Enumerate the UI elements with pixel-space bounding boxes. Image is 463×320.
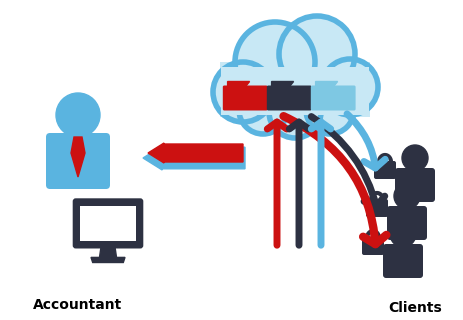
Circle shape	[401, 145, 427, 171]
FancyBboxPatch shape	[373, 161, 395, 179]
Circle shape	[278, 16, 354, 92]
Circle shape	[321, 59, 377, 115]
Polygon shape	[143, 146, 244, 170]
Text: Clients: Clients	[387, 301, 441, 315]
Polygon shape	[271, 82, 293, 87]
Polygon shape	[99, 245, 116, 257]
FancyBboxPatch shape	[386, 206, 426, 240]
Circle shape	[213, 62, 272, 122]
Circle shape	[234, 22, 314, 102]
Circle shape	[238, 86, 287, 134]
FancyBboxPatch shape	[266, 85, 311, 110]
FancyBboxPatch shape	[80, 205, 136, 241]
Polygon shape	[148, 143, 243, 163]
Circle shape	[305, 86, 353, 134]
Polygon shape	[71, 137, 85, 177]
Circle shape	[56, 93, 100, 137]
Circle shape	[269, 86, 320, 138]
FancyBboxPatch shape	[219, 62, 369, 117]
Polygon shape	[91, 257, 125, 262]
Polygon shape	[227, 82, 249, 87]
FancyBboxPatch shape	[365, 199, 387, 217]
FancyBboxPatch shape	[382, 244, 422, 278]
FancyBboxPatch shape	[73, 198, 143, 249]
FancyBboxPatch shape	[361, 237, 383, 255]
FancyBboxPatch shape	[222, 85, 267, 110]
FancyBboxPatch shape	[220, 67, 368, 115]
Polygon shape	[315, 82, 337, 87]
Text: Accountant: Accountant	[33, 298, 122, 312]
Circle shape	[393, 183, 419, 209]
FancyBboxPatch shape	[46, 133, 110, 189]
Circle shape	[389, 221, 415, 247]
FancyBboxPatch shape	[394, 168, 434, 202]
FancyBboxPatch shape	[310, 85, 355, 110]
